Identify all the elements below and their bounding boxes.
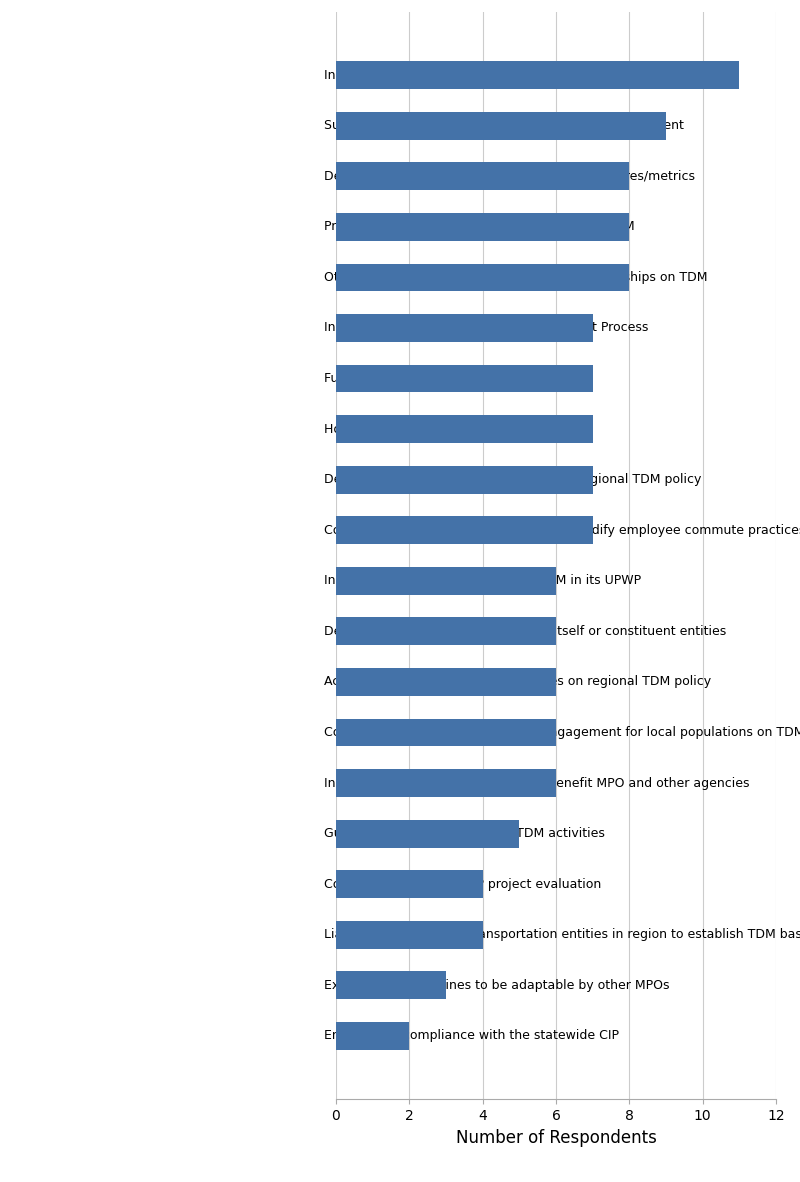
Bar — [336, 466, 593, 494]
Bar — [336, 314, 593, 342]
Bar — [336, 61, 739, 89]
Bar — [336, 719, 556, 746]
Bar — [336, 415, 593, 443]
Bar — [336, 668, 556, 696]
Bar — [336, 972, 446, 999]
Bar — [336, 567, 556, 595]
X-axis label: Number of Respondents: Number of Respondents — [455, 1129, 657, 1147]
Bar — [336, 365, 593, 392]
Bar — [336, 870, 482, 898]
Bar — [336, 820, 519, 847]
Bar — [336, 1022, 410, 1050]
Bar — [336, 921, 482, 949]
Bar — [336, 517, 593, 544]
Bar — [336, 264, 630, 291]
Bar — [336, 769, 556, 797]
Bar — [336, 162, 630, 190]
Bar — [336, 213, 630, 241]
Bar — [336, 112, 666, 139]
Bar — [336, 617, 556, 645]
